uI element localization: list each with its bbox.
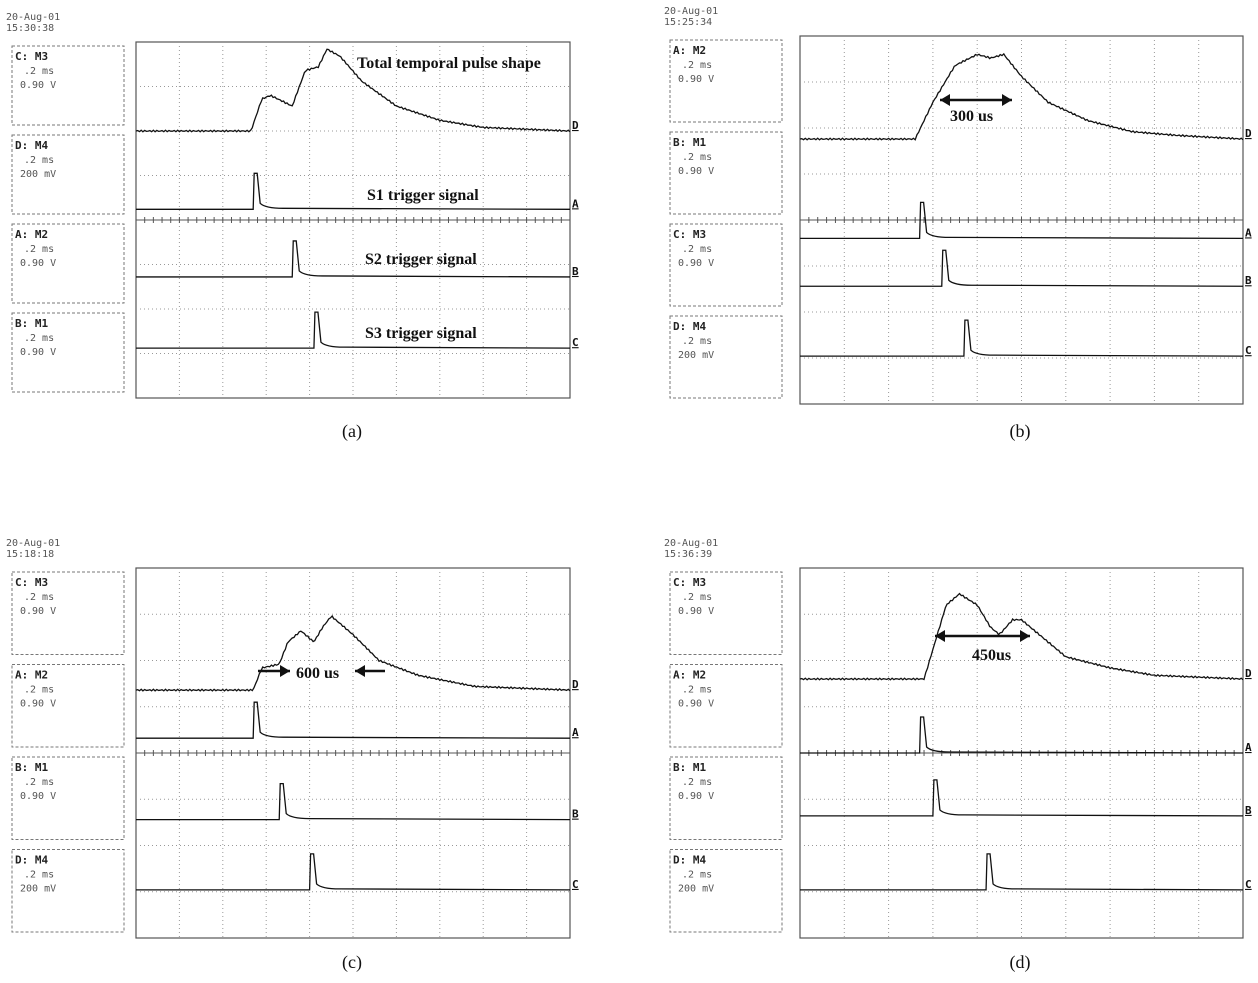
- annotation: S3 trigger signal: [365, 325, 477, 342]
- annotation: S2 trigger signal: [365, 251, 477, 268]
- trace-label: A: [572, 726, 579, 739]
- date: 20-Aug-01: [664, 6, 718, 17]
- channel-name: D: M4: [673, 854, 706, 867]
- channel-name: A: M2: [15, 228, 48, 241]
- channel-volts: 0.90 V: [20, 606, 56, 617]
- panel-caption: (b): [1010, 421, 1031, 442]
- trace: [800, 320, 1243, 356]
- trace: [800, 717, 1243, 753]
- channel-volts: 200 mV: [20, 169, 56, 180]
- arrow-head: [355, 665, 365, 677]
- channel-scale: .2 ms: [682, 592, 712, 603]
- time: 15:36:39: [664, 549, 712, 560]
- panel-caption: (d): [1010, 952, 1031, 973]
- channel-volts: 200 mV: [678, 350, 714, 361]
- trace-label: A: [1245, 741, 1252, 754]
- trace-label: D: [572, 678, 579, 691]
- trace-label: A: [1245, 226, 1252, 239]
- channel-name: C: M3: [15, 50, 48, 63]
- channel-name: D: M4: [673, 320, 706, 333]
- annotation: 450us: [972, 647, 1011, 664]
- channel-scale: .2 ms: [24, 244, 54, 255]
- date: 20-Aug-01: [664, 538, 718, 549]
- annotation: S1 trigger signal: [367, 187, 479, 204]
- channel-name: C: M3: [673, 228, 706, 241]
- annotation: 600 us: [296, 665, 339, 682]
- channel-scale: .2 ms: [24, 155, 54, 166]
- figure: 20-Aug-0115:30:38C: M3.2 ms0.90 VD: M4.2…: [0, 0, 1258, 983]
- annotation: 300 us: [950, 108, 993, 125]
- channel-scale: .2 ms: [24, 66, 54, 77]
- channel-scale: .2 ms: [24, 592, 54, 603]
- channel-scale: .2 ms: [682, 244, 712, 255]
- annotation: Total temporal pulse shape: [357, 55, 541, 72]
- channel-name: D: M4: [15, 854, 48, 867]
- channel-scale: .2 ms: [682, 685, 712, 696]
- channel-name: C: M3: [673, 576, 706, 589]
- channel-volts: 0.90 V: [678, 166, 714, 177]
- channel-name: B: M1: [673, 136, 706, 149]
- arrow-head: [1020, 630, 1030, 642]
- channel-volts: 0.90 V: [20, 80, 56, 91]
- trace-label: D: [1245, 667, 1252, 680]
- channel-volts: 0.90 V: [20, 258, 56, 269]
- trace-label: B: [1245, 274, 1252, 287]
- channel-scale: .2 ms: [682, 777, 712, 788]
- trace-label: A: [572, 197, 579, 210]
- channel-volts: 0.90 V: [20, 347, 56, 358]
- trace-label: D: [1245, 127, 1252, 140]
- channel-volts: 0.90 V: [20, 699, 56, 710]
- scope-panel: 20-Aug-0115:36:39 C: M3 .2 ms 0.90 V A: M2 .2…: [664, 538, 1252, 973]
- date: 20-Aug-01: [6, 538, 60, 549]
- channel-volts: 0.90 V: [678, 258, 714, 269]
- channel-scale: .2 ms: [24, 333, 54, 344]
- channel-name: A: M2: [673, 669, 706, 682]
- time: 15:18:18: [6, 549, 54, 560]
- trace-label: B: [572, 808, 579, 821]
- channel-volts: 0.90 V: [20, 791, 56, 802]
- channel-name: C: M3: [15, 576, 48, 589]
- channel-scale: .2 ms: [682, 60, 712, 71]
- channel-name: A: M2: [15, 669, 48, 682]
- channel-name: D: M4: [15, 139, 48, 152]
- channel-name: A: M2: [673, 44, 706, 57]
- trace: [800, 780, 1243, 816]
- channel-scale: .2 ms: [24, 777, 54, 788]
- trace-label: B: [572, 265, 579, 278]
- trace-label: C: [572, 878, 579, 891]
- channel-volts: 0.90 V: [678, 699, 714, 710]
- channel-name: B: M1: [673, 761, 706, 774]
- channel-scale: .2 ms: [682, 336, 712, 347]
- channel-scale: .2 ms: [24, 870, 54, 881]
- trace-label: C: [572, 336, 579, 349]
- time: 15:25:34: [664, 17, 712, 28]
- channel-volts: 0.90 V: [678, 74, 714, 85]
- panel-caption: (c): [342, 952, 362, 973]
- arrow-head: [1002, 94, 1012, 106]
- trace-label: C: [1245, 878, 1252, 891]
- trace: [136, 616, 570, 691]
- date: 20-Aug-01: [6, 12, 60, 23]
- channel-scale: .2 ms: [682, 152, 712, 163]
- channel-scale: .2 ms: [24, 685, 54, 696]
- channel-name: B: M1: [15, 761, 48, 774]
- trace-label: C: [1245, 344, 1252, 357]
- channel-volts: 0.90 V: [678, 791, 714, 802]
- trace-label: D: [572, 119, 579, 132]
- trace-label: B: [1245, 804, 1252, 817]
- channel-volts: 200 mV: [20, 884, 56, 895]
- channel-volts: 200 mV: [678, 884, 714, 895]
- arrow-head: [280, 665, 290, 677]
- channel-volts: 0.90 V: [678, 606, 714, 617]
- arrow-head: [940, 94, 950, 106]
- arrow-head: [935, 630, 945, 642]
- channel-scale: .2 ms: [682, 870, 712, 881]
- panel-caption: (a): [342, 421, 362, 442]
- channel-name: B: M1: [15, 317, 48, 330]
- time: 15:30:38: [6, 23, 54, 34]
